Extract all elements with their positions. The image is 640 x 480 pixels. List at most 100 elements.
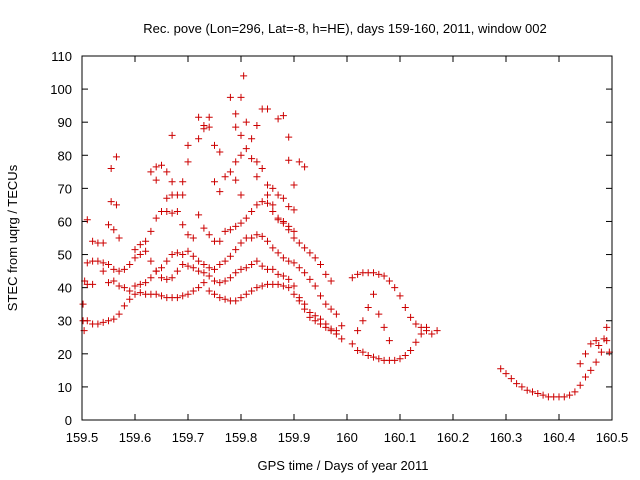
data-point (221, 277, 229, 285)
data-point (253, 257, 261, 265)
data-point (264, 199, 271, 207)
data-point (253, 231, 261, 239)
data-point (99, 239, 107, 247)
data-point (205, 231, 213, 239)
x-tick-label: 160.1 (384, 430, 417, 445)
data-point (285, 257, 293, 265)
data-point (142, 279, 150, 287)
data-point (592, 337, 600, 345)
data-point (237, 191, 245, 199)
data-point (279, 112, 287, 120)
data-point (136, 241, 144, 249)
y-tick-label: 80 (58, 148, 72, 163)
data-point (285, 203, 293, 211)
data-point (168, 251, 176, 259)
data-point (322, 300, 330, 308)
data-point (306, 249, 314, 257)
data-point (269, 184, 277, 192)
data-point (338, 335, 346, 343)
data-point (587, 340, 595, 348)
data-point (600, 335, 608, 343)
data-point (152, 214, 160, 222)
data-point (131, 254, 139, 262)
data-point (327, 277, 335, 285)
data-point (264, 181, 271, 189)
data-point (142, 237, 150, 245)
data-point (237, 265, 245, 273)
data-point (237, 93, 245, 101)
data-point (237, 219, 245, 227)
data-point (179, 178, 187, 186)
data-point (370, 353, 377, 361)
data-point (216, 188, 224, 196)
data-point (523, 386, 531, 394)
data-point (115, 282, 123, 290)
x-tick-label: 159.8 (225, 430, 258, 445)
data-point (539, 391, 547, 399)
data-point (226, 226, 234, 234)
data-point (264, 105, 271, 113)
data-point (184, 247, 192, 255)
data-point (423, 323, 430, 331)
data-point (158, 292, 165, 300)
y-tick-label: 20 (58, 347, 72, 362)
data-point (513, 380, 521, 388)
data-point (576, 360, 584, 368)
data-point (253, 201, 261, 209)
data-point (237, 131, 245, 139)
x-tick-label: 160 (336, 430, 358, 445)
data-point (407, 313, 415, 321)
data-point (105, 279, 112, 287)
data-point (311, 312, 319, 320)
data-point (301, 300, 309, 308)
data-point (306, 275, 314, 283)
data-point (184, 290, 192, 298)
data-point (216, 148, 224, 156)
data-point (603, 323, 611, 331)
data-point (216, 279, 224, 287)
x-tick-label: 160.3 (490, 430, 523, 445)
data-point (200, 279, 208, 287)
data-point (279, 254, 287, 262)
x-tick-label: 160.4 (543, 430, 576, 445)
data-point (179, 251, 187, 259)
data-point (375, 270, 383, 278)
data-point (211, 290, 218, 298)
chart-title: Rec. pove (Lon=296, Lat=-8, h=HE), days … (143, 21, 546, 36)
data-point (279, 272, 287, 280)
data-point (168, 274, 176, 282)
data-point (179, 260, 187, 268)
data-point (582, 373, 589, 381)
data-point (120, 284, 128, 292)
data-point (301, 244, 309, 252)
data-point (205, 287, 213, 295)
data-point (285, 133, 293, 141)
data-point (258, 165, 266, 173)
data-point (115, 267, 123, 275)
data-point (354, 327, 362, 335)
data-point (131, 246, 139, 254)
x-tick-label: 159.7 (172, 430, 205, 445)
data-point (112, 201, 120, 209)
data-point (163, 168, 171, 176)
data-point (385, 337, 393, 345)
data-point (173, 249, 181, 257)
data-point (216, 260, 224, 268)
data-point (168, 178, 176, 186)
data-point (232, 269, 240, 277)
data-point (301, 269, 309, 277)
data-point (317, 260, 324, 268)
data-point (152, 176, 160, 184)
data-point (269, 244, 277, 252)
data-point (279, 282, 287, 290)
data-point (311, 282, 319, 290)
data-point (306, 308, 314, 316)
data-point (407, 347, 415, 355)
data-point (253, 284, 261, 292)
data-point (195, 135, 203, 143)
data-point (189, 287, 197, 295)
data-point (285, 156, 293, 164)
x-tick-label: 160.2 (437, 430, 470, 445)
data-point (242, 290, 250, 298)
